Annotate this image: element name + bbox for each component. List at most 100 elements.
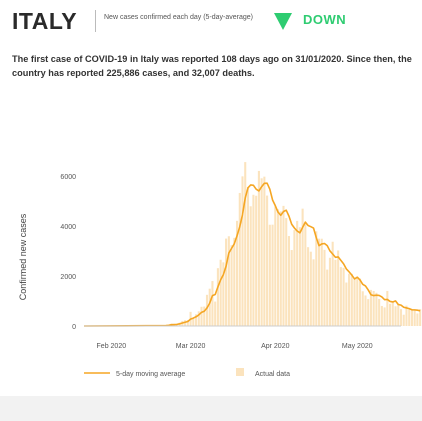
bar [260,178,263,326]
bar [282,205,285,326]
bar [358,278,362,326]
bar [391,301,394,326]
y-axis-label: Confirmed new cases [18,213,28,300]
bar [369,289,372,326]
bar [356,276,359,327]
y-tick-label: 6000 [60,174,76,181]
chart-subtitle: New cases confirmed each day (5-day-aver… [104,14,254,21]
bar [244,162,247,326]
bar [386,290,389,326]
bar [211,281,214,326]
bar [208,288,211,326]
bar [405,305,408,326]
bar [216,268,219,326]
bars-group [164,162,422,327]
summary-text: The first case of COVID-19 in Italy was … [12,54,412,78]
bar [326,269,329,326]
bar [230,245,233,326]
bar [238,192,241,326]
bar [309,251,312,326]
trend-label: DOWN [303,12,347,27]
bar [399,309,403,327]
y-tick-label: 2000 [60,274,76,281]
bar [323,249,326,326]
bar [195,314,198,326]
bar [279,211,282,326]
bar [315,231,318,326]
legend-line-label: 5-day moving average [116,371,185,378]
bar [290,250,293,326]
bar [375,292,378,326]
bar [296,220,299,326]
x-tick-label: Feb 2020 [97,343,127,350]
legend-bar-label: Actual data [255,371,290,378]
bar [241,176,244,326]
bar [252,194,255,326]
bar [255,195,258,326]
bar [383,307,386,326]
bar [416,313,419,326]
bar [225,238,228,326]
bar [389,303,392,326]
bar [307,247,310,326]
bar [287,236,290,326]
bar [350,273,353,326]
bar [219,259,222,326]
bar [276,209,280,326]
cases-chart: 0 2000 4000 6000 Feb 2020 Mar 2020 Apr 2020 Ma… [18,162,422,378]
footer-bar [0,396,422,421]
bar [419,309,422,327]
bar [236,220,239,326]
bar [312,259,315,326]
y-tick-label: 0 [72,324,76,331]
legend: 5-day moving average Actual data [84,368,290,378]
y-ticks-group: 0 2000 4000 6000 [60,174,76,331]
bar [263,176,266,326]
bar [372,290,375,326]
bar [233,237,236,326]
bar [246,187,250,326]
bar [266,195,269,326]
bar [328,257,331,326]
x-ticks-group: Feb 2020 Mar 2020 Apr 2020 May 2020 [97,343,373,350]
bar [320,238,323,326]
bar [364,295,367,326]
bar [192,317,195,326]
bar [197,311,200,326]
bar [345,282,348,326]
x-tick-label: Apr 2020 [261,343,290,350]
bar [317,238,321,326]
header-divider [95,10,96,32]
bar [271,224,274,326]
x-tick-label: May 2020 [342,343,373,350]
bar [274,206,277,326]
bar [257,170,260,326]
x-tick-label: Mar 2020 [176,343,206,350]
bar [304,223,307,326]
trend-down-arrow-icon [274,13,292,30]
bar [361,291,364,326]
line-group [83,182,421,327]
bar [205,294,209,326]
bar [337,250,340,326]
bar [301,208,304,326]
country-title: ITALY [12,8,78,34]
bar [268,224,271,326]
bar [410,309,413,326]
bar [334,259,337,326]
bar [339,267,342,326]
legend-bar-swatch [236,368,244,376]
bar [249,206,252,326]
bar [413,309,416,326]
moving-average-line [83,182,421,327]
bar [378,298,381,326]
bar [203,306,206,326]
bar [353,279,356,326]
bar [402,314,405,326]
bar [214,301,217,326]
bar [293,230,296,326]
bar [394,306,397,326]
bar [342,267,345,326]
bar [380,305,383,326]
header: ITALY New cases confirmed each day (5-da… [0,0,422,40]
